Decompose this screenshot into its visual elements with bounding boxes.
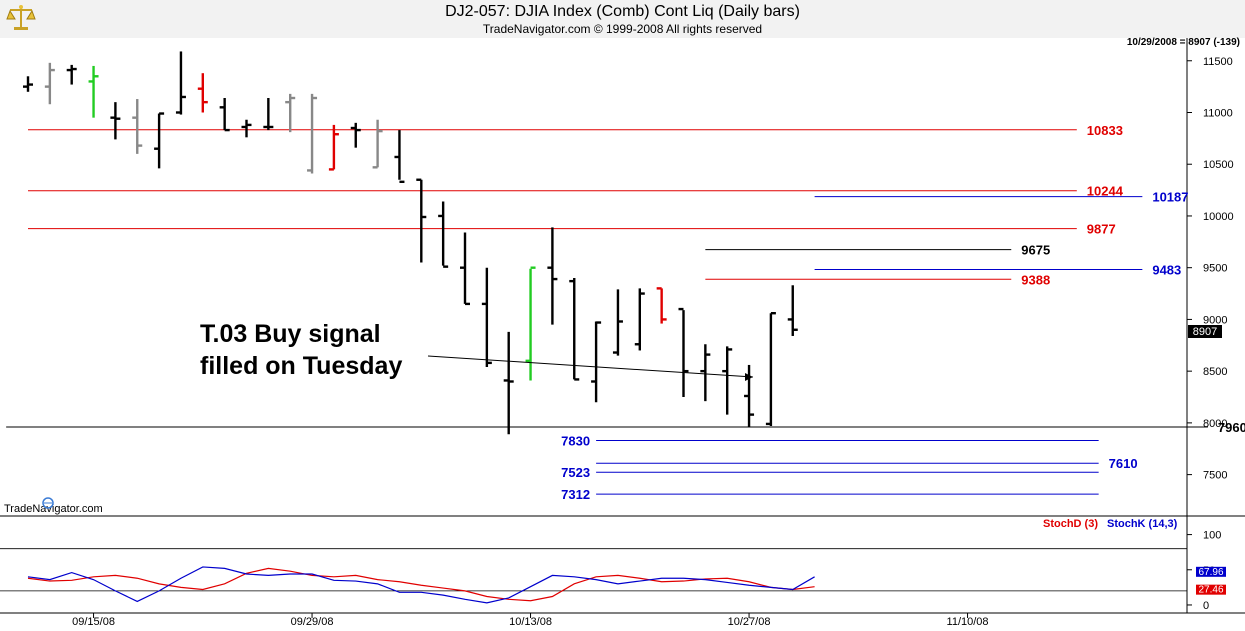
level-label: 10833 (1087, 123, 1123, 138)
indicator-series-line (27, 566, 815, 604)
price-axis-tick-label: 11500 (1203, 56, 1233, 68)
scales-icon[interactable] (6, 3, 36, 38)
level-label: 7523 (561, 465, 590, 480)
indicator-value-label: 67.96 (1198, 567, 1223, 578)
price-badge: 8907 (1188, 325, 1222, 338)
indicator-value-badge (1196, 584, 1226, 595)
legend-stochk: StochK (14,3) (1107, 518, 1178, 530)
indicator-axis-tick-label: 0 (1203, 600, 1209, 612)
level-label: 7830 (561, 433, 590, 448)
level-label: 7312 (561, 487, 590, 502)
price-axis-tick-label: 10000 (1203, 211, 1234, 223)
x-axis-tick-label: 11/10/08 (947, 616, 989, 628)
price-axis-tick-label: 10500 (1203, 159, 1234, 171)
chart-header (0, 0, 1245, 38)
indicator-axis-tick-label: 100 (1203, 530, 1221, 542)
indicator-value-label: 27.46 (1198, 585, 1223, 596)
chart-subtitle: TradeNavigator.com © 1999-2008 All right… (482, 22, 763, 36)
level-label: 10187 (1152, 190, 1188, 205)
watermark: TradeNavigator.com (4, 503, 103, 515)
annotation-arrow (427, 355, 754, 381)
x-axis-tick-label: 09/15/08 (72, 616, 115, 628)
level-label: 9388 (1021, 272, 1050, 287)
level-label: 7610 (1109, 456, 1138, 471)
price-axis-tick-label: 8500 (1203, 366, 1227, 378)
chart-title: DJ2-057: DJIA Index (Comb) Cont Liq (Dai… (445, 3, 800, 20)
level-label: 9675 (1021, 243, 1050, 258)
indicator-value-badge (1196, 566, 1226, 577)
annotation-line-2: filled on Tuesday (200, 352, 402, 380)
watermark-icon (42, 497, 54, 509)
legend-stochd: StochD (3) (1043, 518, 1098, 530)
level-label: 9877 (1087, 222, 1116, 237)
price-axis-tick-label: 9500 (1203, 263, 1227, 275)
level-label: 7960 (1218, 420, 1245, 435)
x-axis-tick-label: 10/13/08 (509, 616, 552, 628)
level-label: 10244 (1087, 184, 1124, 199)
last-bar-readout: 10/29/2008 = 8907 (-139) (1127, 37, 1240, 48)
price-axis-tick-label: 7500 (1203, 470, 1227, 482)
indicator-series-line (27, 567, 815, 602)
price-axis-tick-label: 9000 (1203, 314, 1227, 326)
annotation-line-1: T.03 Buy signal (200, 320, 381, 348)
price-badge-label: 8907 (1193, 326, 1217, 338)
x-axis-tick-label: 10/27/08 (728, 616, 771, 628)
price-axis-tick-label: 11000 (1203, 107, 1233, 119)
x-axis-tick-label: 09/29/08 (291, 616, 334, 628)
level-label: 9483 (1152, 262, 1181, 277)
price-axis-tick-label: 8000 (1203, 418, 1227, 430)
